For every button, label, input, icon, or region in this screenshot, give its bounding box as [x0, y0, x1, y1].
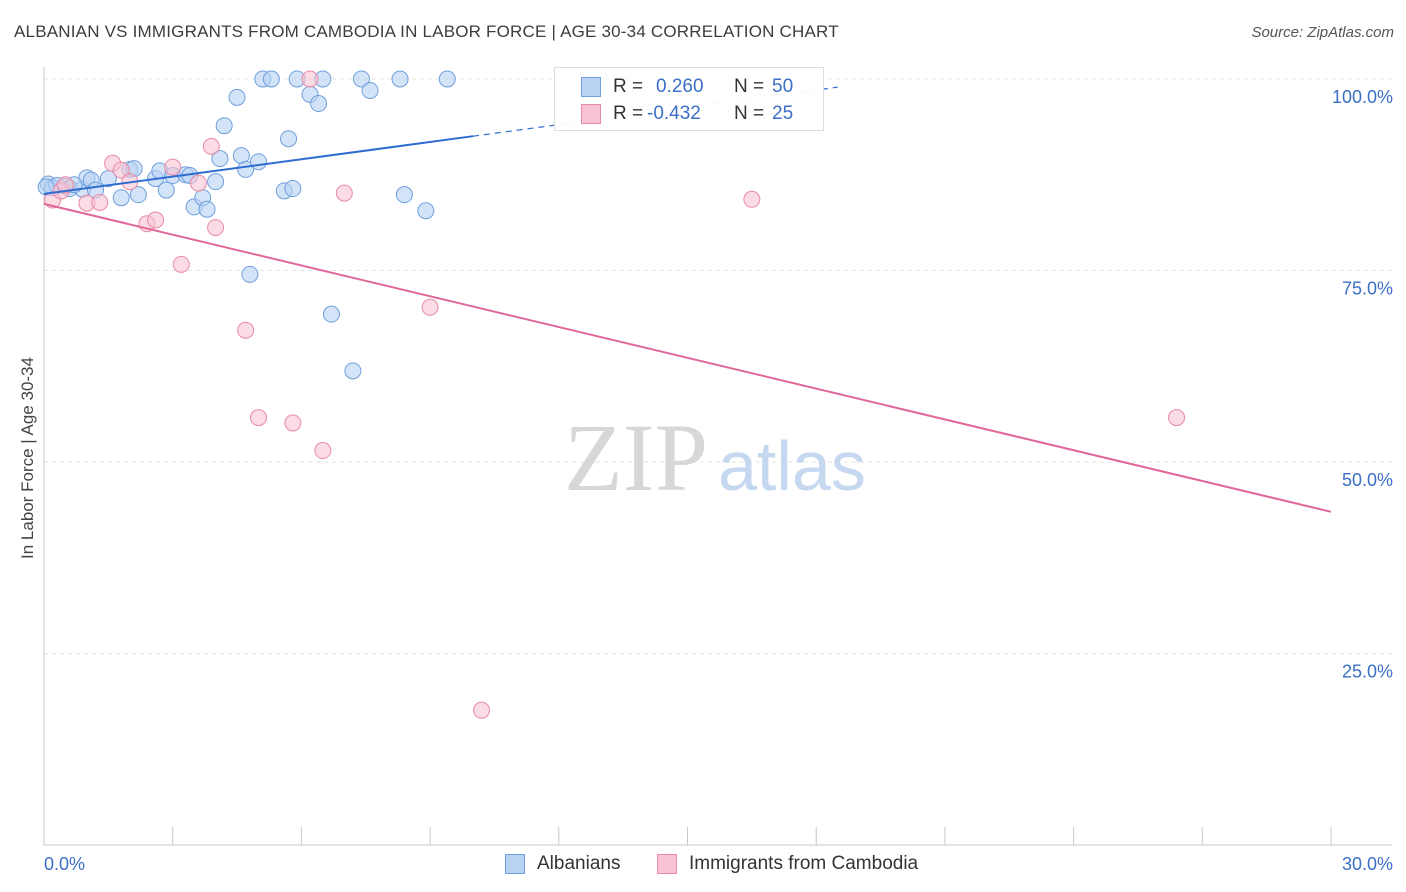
y-tick-label: 25.0%: [1342, 662, 1393, 682]
tick-label-layer: 25.0% 50.0% 75.0% 100.0% 0.0% 30.0%: [44, 87, 1393, 874]
albanians-point: [391, 70, 409, 88]
cambodia-swatch: [581, 104, 601, 124]
watermark-atlas: atlas: [718, 427, 866, 505]
chart-source: Source: ZipAtlas.com: [1251, 24, 1394, 41]
stats-legend: R = 0.260 N = 50 R = -0.432 N = 25: [554, 67, 824, 131]
y-axis-label: In Labor Force | Age 30-34: [18, 357, 37, 559]
albanians-point: [228, 88, 246, 106]
albanians-point: [361, 81, 379, 99]
albanians-point: [112, 189, 130, 207]
points-layer: [37, 70, 1186, 719]
cambodia-trend-line: [43, 202, 1332, 513]
cambodia-point: [147, 211, 165, 229]
r-value: -0.432: [647, 103, 701, 124]
cambodia-point: [237, 321, 255, 339]
n-value: 25: [772, 103, 794, 124]
albanians-legend-swatch: [505, 854, 525, 874]
legend-item-cambodia[interactable]: Immigrants from Cambodia: [657, 852, 918, 876]
albanians-swatch: [581, 77, 601, 97]
albanians-point: [344, 362, 362, 380]
cambodia-point: [172, 255, 190, 273]
chart-title: ALBANIAN VS IMMIGRANTS FROM CAMBODIA IN …: [14, 22, 839, 41]
albanians-point: [280, 130, 298, 148]
r-label: R =: [613, 76, 644, 97]
albanians-point: [198, 200, 216, 218]
albanians-point: [241, 265, 259, 283]
r-value: 0.260: [656, 76, 704, 97]
cambodia-point: [421, 298, 439, 316]
cambodia-point: [743, 190, 761, 208]
albanians-point: [284, 180, 302, 198]
cambodia-point: [112, 161, 130, 179]
cambodia-point: [56, 176, 74, 194]
cambodia-point: [284, 414, 302, 432]
n-label: N =: [734, 76, 765, 97]
x-tick-label-min: 0.0%: [44, 854, 85, 874]
cambodia-point: [250, 409, 267, 427]
albanians-point: [211, 150, 229, 168]
cambodia-point: [207, 219, 225, 237]
albanians-point: [395, 186, 413, 204]
albanians-point: [322, 305, 340, 323]
legend-item-albanians[interactable]: Albanians: [505, 852, 620, 876]
albanians-point: [207, 173, 225, 191]
watermark-zip: ZIP: [564, 404, 708, 511]
cambodia-point: [91, 193, 109, 211]
trend-layer: [43, 86, 1332, 513]
cambodia-point: [189, 174, 207, 192]
cambodia-point: [335, 184, 353, 202]
albanians-trend-line: [43, 135, 474, 195]
n-label: N =: [734, 103, 765, 124]
watermark: ZIP atlas: [564, 404, 866, 511]
albanians-point: [417, 202, 435, 220]
albanians-point: [310, 95, 328, 113]
cambodia-legend-swatch: [657, 854, 677, 874]
cambodia-point: [202, 137, 220, 155]
legend-label-albanians: Albanians: [537, 853, 621, 874]
cambodia-point: [1168, 409, 1186, 427]
albanians-point: [250, 153, 267, 171]
r-label: R =: [613, 103, 644, 124]
y-tick-label: 100.0%: [1332, 87, 1393, 107]
y-tick-label: 75.0%: [1342, 279, 1393, 299]
y-tick-label: 50.0%: [1342, 470, 1393, 490]
x-tick-label-max: 30.0%: [1342, 854, 1393, 874]
cambodia-point: [301, 70, 319, 88]
albanians-point: [157, 181, 175, 199]
albanians-point: [129, 186, 147, 204]
albanians-point: [438, 70, 456, 88]
cambodia-point: [473, 701, 491, 719]
albanians-point: [352, 70, 370, 88]
n-value: 50: [772, 76, 794, 97]
legend-label-cambodia: Immigrants from Cambodia: [689, 853, 919, 874]
cambodia-point: [164, 158, 182, 176]
cambodia-point: [314, 442, 332, 460]
albanians-point: [262, 70, 280, 88]
albanians-point: [215, 117, 233, 135]
axis-layer: [43, 67, 1392, 846]
